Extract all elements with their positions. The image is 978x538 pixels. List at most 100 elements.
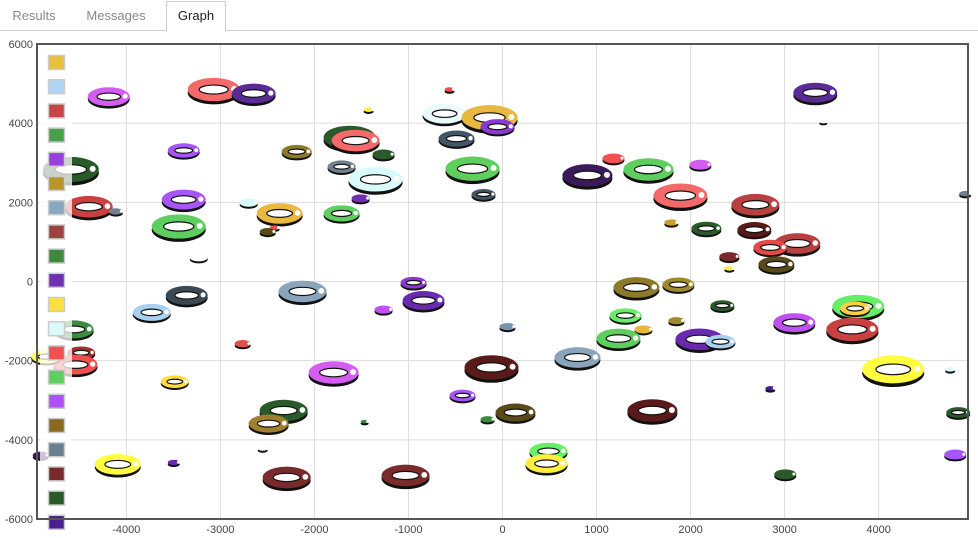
legend-swatch — [47, 369, 66, 385]
bubble-hole — [715, 302, 730, 309]
bubble-highlight — [86, 326, 92, 332]
bubble-body — [499, 323, 516, 331]
bubble-highlight — [635, 313, 640, 318]
data-point — [705, 334, 736, 351]
bubble-highlight — [366, 196, 370, 200]
bubble-body — [234, 340, 251, 348]
bubble-highlight — [366, 420, 370, 424]
bubble-highlight — [451, 87, 455, 91]
bubble-highlight — [132, 461, 139, 467]
bubble-highlight — [265, 446, 269, 450]
bubble-highlight — [90, 350, 94, 355]
bubble-hole — [537, 447, 560, 456]
bubble-body — [444, 87, 455, 92]
data-point — [348, 167, 403, 195]
legend-swatch — [47, 345, 66, 361]
data-point — [161, 189, 206, 213]
tab-messages[interactable]: Messages — [86, 8, 146, 23]
bubble-highlight — [509, 363, 516, 370]
data-point — [187, 77, 240, 105]
bubble-highlight — [664, 165, 671, 172]
data-point — [471, 189, 496, 202]
data-point — [132, 303, 171, 324]
bubble-hole — [319, 367, 349, 378]
bubble-hole — [563, 352, 591, 363]
bubble-body — [167, 459, 180, 466]
data-point — [862, 355, 925, 388]
data-point — [374, 305, 393, 316]
bubble-hole — [846, 305, 865, 312]
data-point — [231, 83, 276, 107]
data-point — [239, 198, 258, 209]
bubble-highlight — [89, 165, 96, 172]
bubble-highlight — [204, 255, 208, 259]
bubble-hole — [240, 89, 267, 98]
bubble-highlight — [353, 210, 358, 216]
tab-graph[interactable]: Graph — [166, 1, 226, 32]
data-point — [495, 403, 536, 424]
bubble-hole — [333, 163, 351, 170]
bubble-highlight — [865, 306, 869, 310]
bubble-highlight — [632, 335, 639, 341]
data-point — [731, 193, 780, 219]
data-point — [765, 386, 776, 393]
bubble-highlight — [468, 136, 473, 141]
legend-swatch — [47, 78, 66, 95]
bubble-body — [945, 367, 956, 372]
data-point — [151, 214, 206, 242]
bubble-hole — [74, 201, 103, 212]
data-point — [259, 228, 276, 238]
data-point — [562, 164, 613, 190]
bubble-highlight — [390, 152, 394, 156]
legend-swatch — [47, 175, 66, 192]
data-point — [819, 119, 828, 126]
data-point — [160, 375, 189, 390]
bubble-highlight — [528, 409, 534, 415]
legend-swatch — [47, 224, 66, 240]
bubble-hole — [534, 459, 559, 468]
bubble-highlight — [194, 148, 199, 153]
bubble-highlight — [508, 113, 515, 120]
bubble-highlight — [512, 324, 516, 328]
data-point — [449, 389, 476, 404]
bubble-body — [372, 149, 395, 160]
bubble-highlight — [603, 171, 610, 178]
data-point — [234, 340, 251, 350]
bubble-highlight — [421, 472, 428, 478]
tab-results[interactable]: Results — [12, 8, 56, 23]
bubble-hole — [256, 419, 281, 428]
bubble-body — [719, 252, 740, 262]
bubble-body — [765, 386, 776, 391]
data-point — [381, 464, 430, 490]
data-point — [167, 459, 180, 468]
data-point — [331, 129, 380, 155]
bubble-body — [774, 469, 797, 480]
y-tick-label: 6000 — [9, 39, 33, 51]
bubble-highlight — [164, 309, 169, 315]
y-tick-label: -2000 — [5, 356, 33, 368]
data-point — [554, 347, 601, 371]
data-point — [664, 219, 679, 228]
bubble-highlight — [299, 407, 306, 413]
data-point — [773, 313, 816, 335]
bubble-hole — [359, 174, 392, 185]
bubble-hole — [783, 238, 811, 249]
bubble-highlight — [422, 280, 426, 284]
data-point — [189, 253, 208, 264]
data-point — [634, 325, 653, 336]
data-point — [372, 149, 395, 162]
bubble-hole — [391, 470, 420, 481]
data-point — [737, 221, 772, 240]
data-point — [499, 323, 516, 333]
data-point — [602, 153, 625, 166]
bubble-highlight — [491, 192, 495, 196]
bubble-highlight — [122, 93, 128, 99]
legend-swatch — [47, 199, 66, 216]
bubble-body — [374, 305, 393, 314]
data-point — [623, 158, 674, 184]
legend-swatch — [47, 393, 66, 410]
bubble-hole — [445, 134, 468, 143]
bubble-highlight — [491, 417, 495, 421]
bubble-highlight — [302, 474, 309, 480]
data-point — [653, 183, 708, 211]
